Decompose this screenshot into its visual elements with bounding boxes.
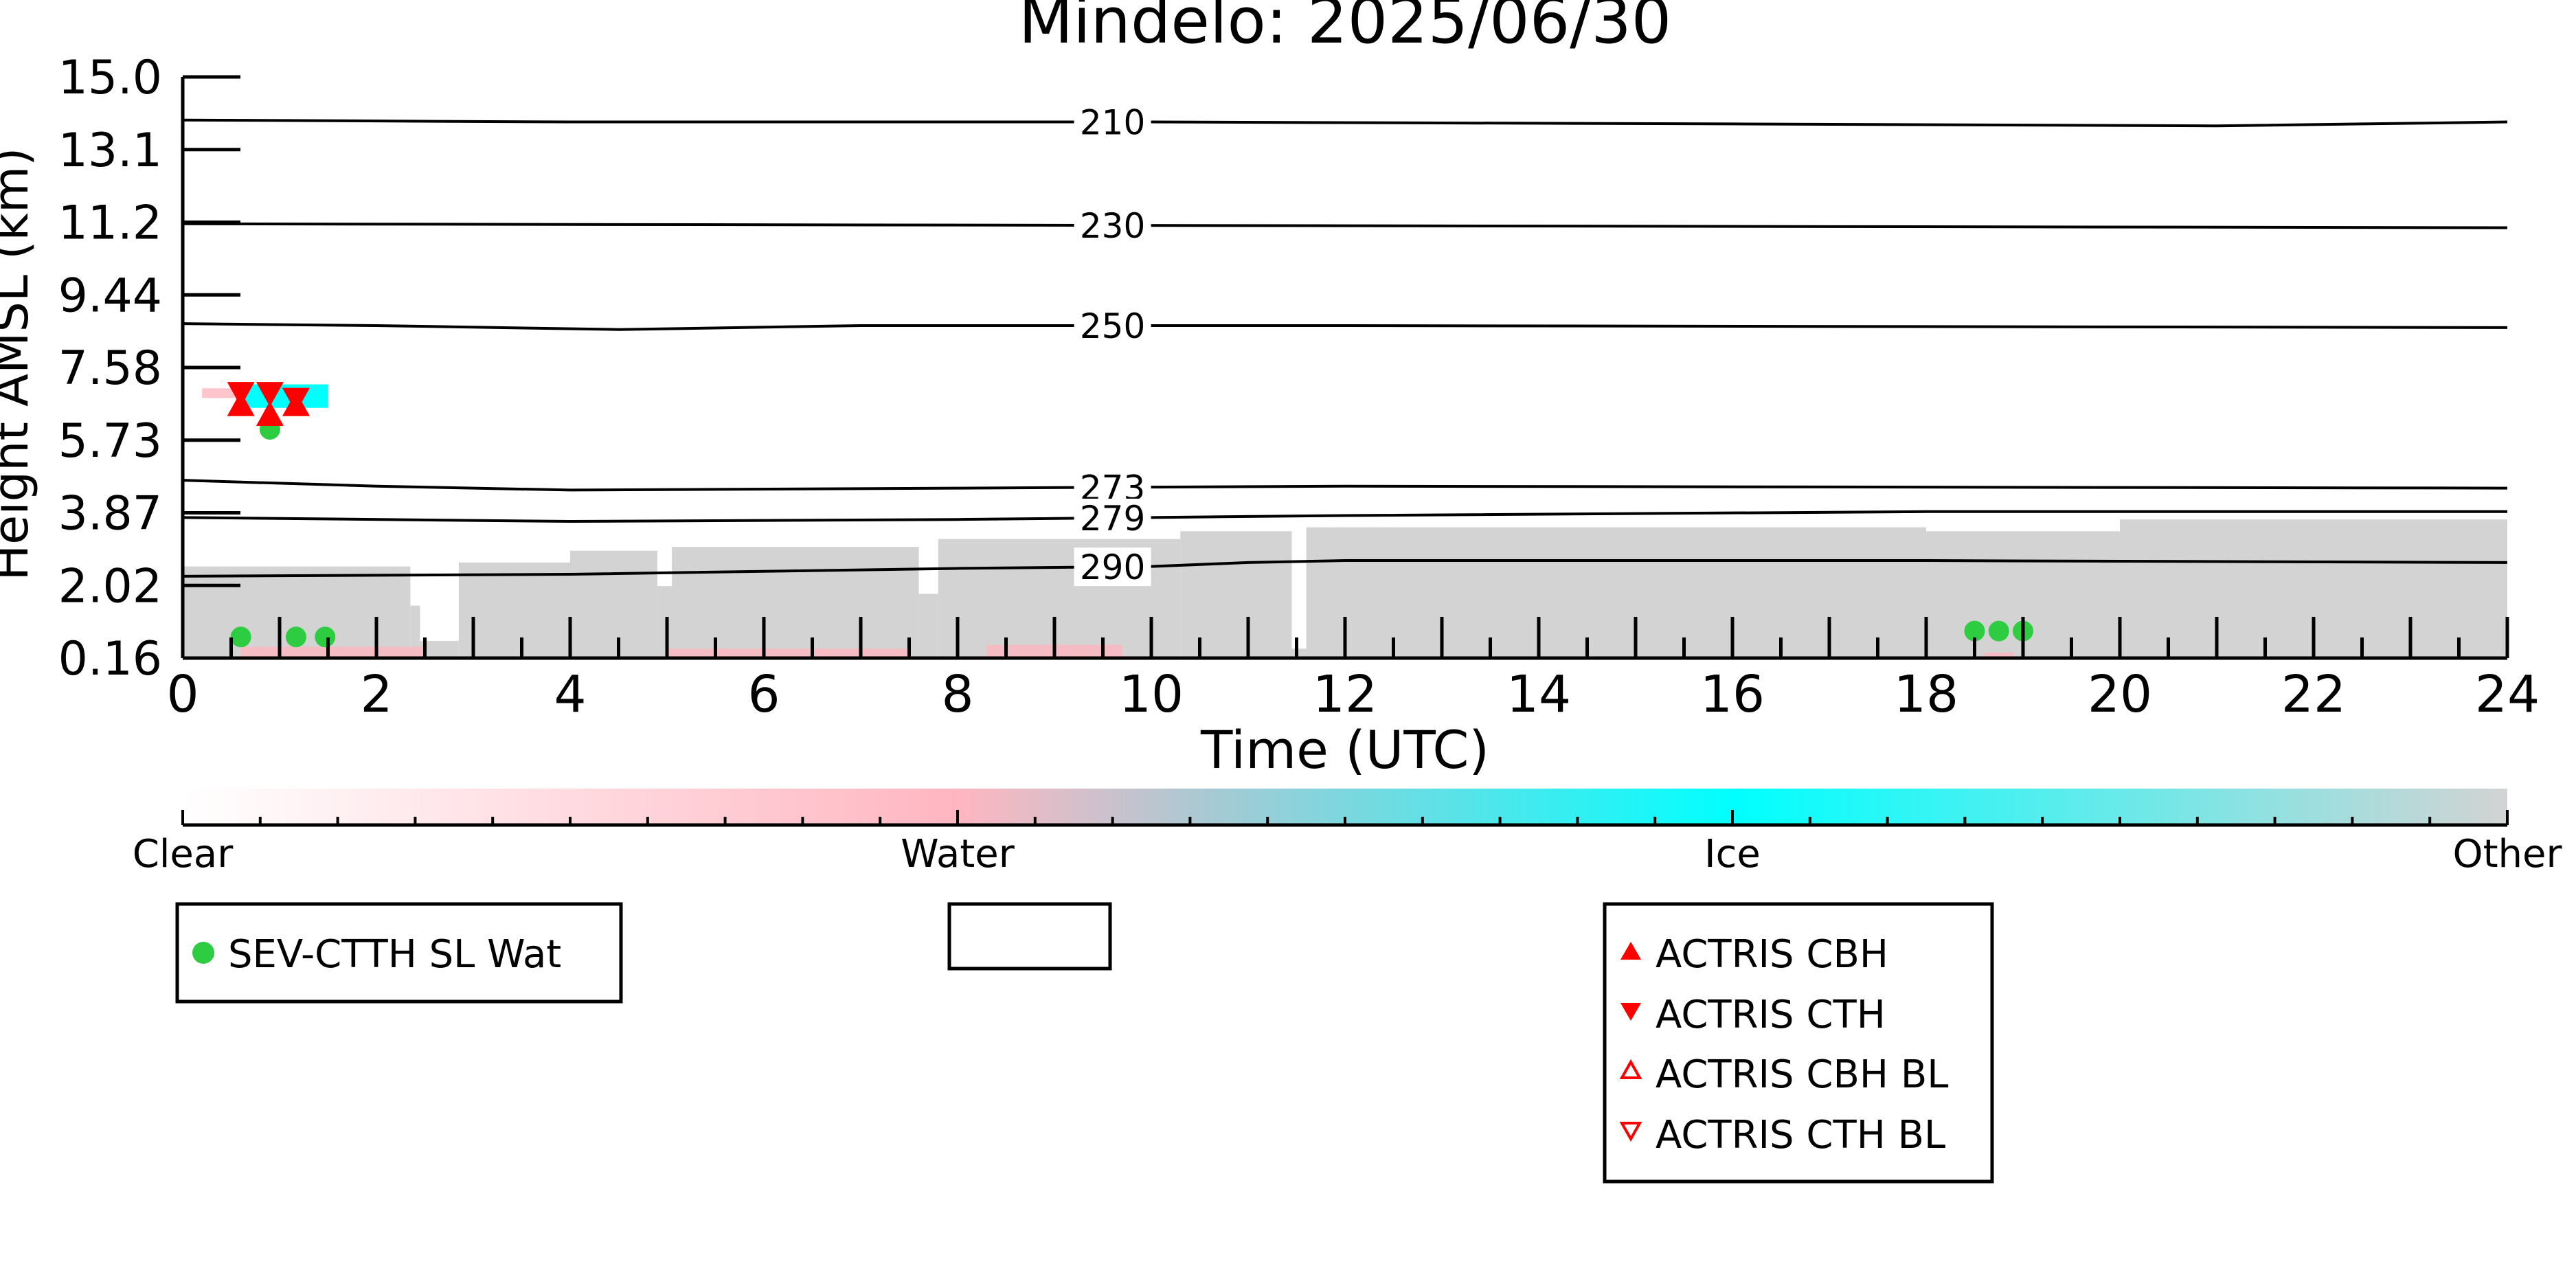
mask-other-6 xyxy=(672,547,919,658)
actris-cth-point-1 xyxy=(256,382,284,407)
mask-other-11 xyxy=(1306,527,1926,658)
mask-water-2 xyxy=(667,648,909,658)
actris-cbh-point-1 xyxy=(256,400,284,426)
y-tick-label-3: 5.73 xyxy=(58,414,162,468)
mask-other-4 xyxy=(570,550,657,658)
isotherm-label-bg-250 xyxy=(1074,306,1151,346)
isotherm-label-290: 290 xyxy=(1080,547,1145,587)
x-tick-label-20: 20 xyxy=(2088,665,2152,724)
data-markers xyxy=(227,382,2033,648)
x-tick-label-4: 4 xyxy=(554,665,586,724)
actris-cth-point-0 xyxy=(227,382,255,407)
mask-other-9 xyxy=(1180,531,1292,658)
mask-other-5 xyxy=(657,586,673,658)
x-axis-label: Time (UTC) xyxy=(1200,719,1489,780)
x-tick-label-16: 16 xyxy=(1700,665,1765,724)
actris-cth-point-2 xyxy=(282,387,310,413)
colorbar-label-ice: Ice xyxy=(1704,832,1761,877)
x-tick-label-10: 10 xyxy=(1119,665,1184,724)
mask-water-4 xyxy=(1984,653,2013,658)
sev-ctth-sl-wat-point-5 xyxy=(1988,620,2009,642)
y-tick-label-8: 15.0 xyxy=(58,51,162,105)
y-tick-label-2: 3.87 xyxy=(58,487,162,541)
legend-cbh-label: ACTRIS CBH xyxy=(1656,932,1888,977)
legend-cbh-marker xyxy=(1620,942,1641,960)
mask-other-1 xyxy=(410,605,420,658)
isotherm-label-230: 230 xyxy=(1080,206,1145,246)
legend-cth-bl-marker xyxy=(1619,1122,1642,1142)
x-tick-label-14: 14 xyxy=(1506,665,1571,724)
colorbar: Clear Water Ice Other xyxy=(133,789,2562,877)
isotherm-273 xyxy=(182,479,2508,492)
legend-cth-bl-label: ACTRIS CTH BL xyxy=(1656,1113,1945,1157)
x-tick-label-0: 0 xyxy=(166,665,199,724)
sev-ctth-sl-wat-point-0 xyxy=(230,626,251,648)
mask-other-3 xyxy=(458,562,570,658)
x-tick-label-8: 8 xyxy=(941,665,973,724)
isotherm-label-bg-290 xyxy=(1074,547,1151,587)
isotherm-230 xyxy=(182,222,2508,229)
x-tick-label-22: 22 xyxy=(2281,665,2346,724)
isotherm-250 xyxy=(182,322,2508,331)
sev-ctth-sl-wat-point-4 xyxy=(1964,620,1985,642)
isotherm-label-210: 210 xyxy=(1080,103,1145,143)
legend-sev: SEV-CTTH SL Wat xyxy=(175,902,623,1004)
y-tick-label-6: 11.2 xyxy=(58,196,162,251)
y-tick-label-7: 13.1 xyxy=(58,124,162,178)
sev-ctth-sl-wat-point-2 xyxy=(285,626,306,648)
colorbar-label-other: Other xyxy=(2452,832,2562,877)
mask-other-7 xyxy=(918,594,938,658)
y-axis-label: Height AMSL (km) xyxy=(0,148,39,581)
isotherm-label-bg-230 xyxy=(1074,206,1151,245)
colorbar-label-clear: Clear xyxy=(133,832,234,877)
y-tick-label-1: 2.02 xyxy=(58,559,162,613)
x-tick-label-24: 24 xyxy=(2475,665,2540,724)
isotherm-label-bg-279 xyxy=(1074,498,1151,537)
legend-cth-label: ACTRIS CTH xyxy=(1656,993,1886,1037)
legend-cth-marker xyxy=(1620,1003,1641,1021)
isotherm-279 xyxy=(182,510,2507,523)
isotherm-290 xyxy=(182,559,2508,578)
x-tick-label-12: 12 xyxy=(1313,665,1377,724)
isotherm-label-250: 250 xyxy=(1080,306,1145,346)
legend-sev-frame xyxy=(175,902,623,1004)
isotherm-label-279: 279 xyxy=(1080,499,1145,539)
legend-sev-label: SEV-CTTH SL Wat xyxy=(228,932,561,977)
x-tick-label-18: 18 xyxy=(1894,665,1958,724)
axes: 0 2 4 6 8 10 12 14 16 18 20 22 240.162.023.875.737.5… xyxy=(58,51,2540,724)
sev-ctth-sl-wat-point-3 xyxy=(315,626,336,648)
legend-actris-frame xyxy=(1603,902,1994,1184)
y-tick-label-0: 0.16 xyxy=(58,632,162,686)
x-tick-label-2: 2 xyxy=(360,665,392,724)
chart-title: Mindelo: 2025/06/30 xyxy=(1019,0,1672,58)
x-tick-label-6: 6 xyxy=(747,665,780,724)
y-tick-label-5: 9.44 xyxy=(58,269,162,323)
legend-actris: ACTRIS CBH ACTRIS CTH ACTRIS CBH BL ACTR… xyxy=(1603,902,1994,1184)
mask-water-0 xyxy=(202,388,236,398)
isotherm-210 xyxy=(182,118,2508,128)
legend-empty xyxy=(947,902,1112,971)
legend-cbh-bl-label: ACTRIS CBH BL xyxy=(1656,1052,1948,1097)
legend-sev-marker xyxy=(192,942,214,964)
legend-cbh-bl-marker xyxy=(1619,1059,1642,1079)
y-tick-label-4: 7.58 xyxy=(58,341,162,396)
colorbar-ticks xyxy=(181,810,2509,825)
mask-ice-0 xyxy=(236,384,328,408)
mask-water-1 xyxy=(240,646,425,658)
cloud-mask xyxy=(183,384,2507,658)
colorbar-label-water: Water xyxy=(901,832,1015,877)
isotherm-label-bg-210 xyxy=(1074,102,1151,142)
